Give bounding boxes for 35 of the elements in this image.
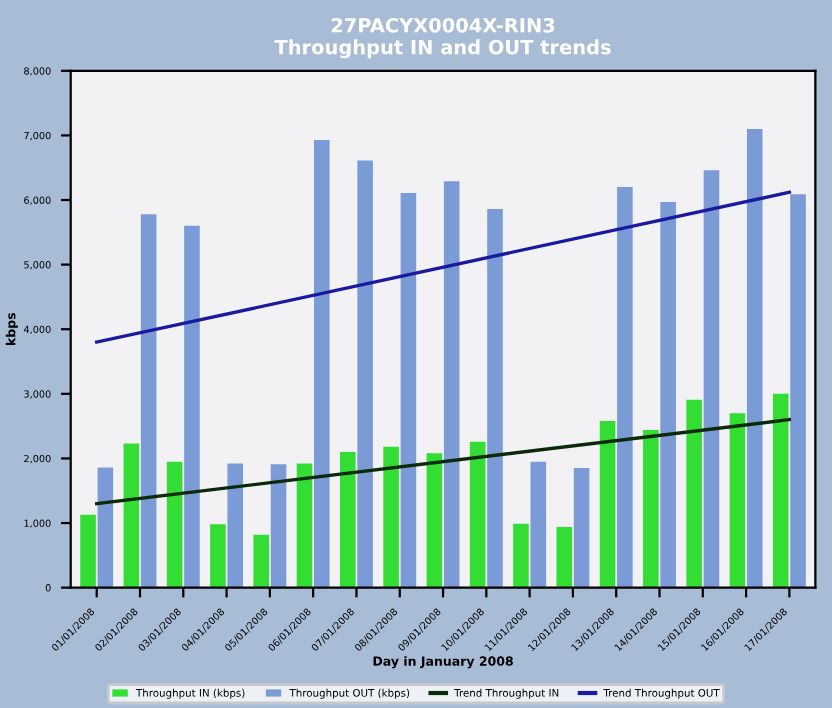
bar (166, 461, 183, 588)
bar (184, 225, 200, 588)
bar (617, 187, 633, 588)
bar (772, 393, 789, 588)
bar (340, 451, 356, 588)
bar (314, 139, 330, 588)
bar (80, 514, 96, 588)
bar (703, 170, 720, 588)
bar (253, 534, 269, 588)
bar (296, 463, 313, 588)
bar (469, 441, 486, 588)
bar (97, 467, 114, 588)
bar (140, 214, 157, 588)
bar (426, 453, 443, 588)
bar (746, 128, 763, 588)
bar (686, 399, 702, 588)
bar (513, 523, 529, 588)
chart-title: 27PACYX0004X-RIN3 Throughput IN and OUT trends (274, 17, 611, 59)
bar (400, 192, 417, 588)
bar (643, 430, 659, 588)
bar (210, 524, 226, 588)
bar (270, 464, 287, 588)
bar (556, 526, 573, 588)
bar (383, 446, 399, 588)
bar (487, 209, 503, 588)
bar (660, 201, 676, 588)
bar (790, 194, 806, 588)
bar (599, 420, 616, 588)
bar (227, 463, 244, 588)
bar (123, 443, 140, 588)
bar (443, 181, 460, 588)
bar (530, 461, 547, 588)
bar (357, 160, 373, 588)
bar (729, 413, 746, 588)
bar (573, 468, 590, 588)
